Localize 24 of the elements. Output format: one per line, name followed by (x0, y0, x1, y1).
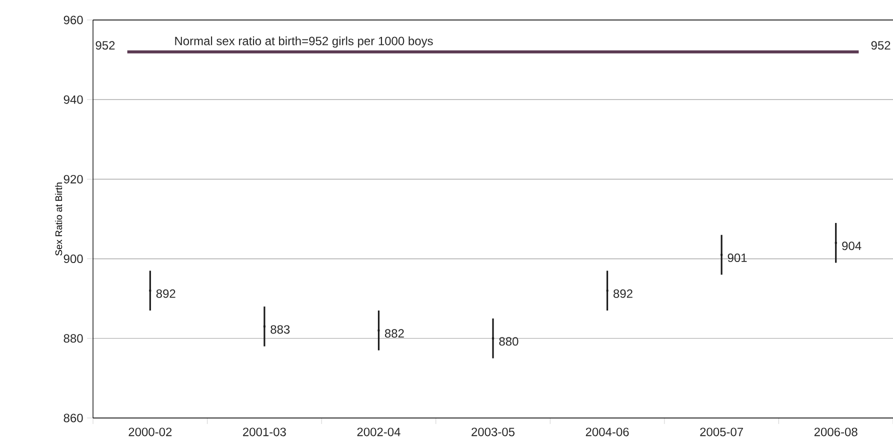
data-label: 883 (270, 325, 290, 334)
x-tick-label: 2000-02 (128, 428, 172, 436)
ref-line-label: Normal sex ratio at birth=952 girls per 1000 boys (175, 36, 433, 48)
y-tick-label: 860 (64, 414, 83, 422)
data-label: 904 (842, 242, 862, 250)
data-label: 882 (384, 329, 404, 338)
data-label: 880 (499, 337, 518, 346)
y-axis-title: Sex Ratio at Birth (55, 182, 62, 256)
data-label: 892 (156, 289, 176, 298)
x-tick-label: 2002-04 (357, 428, 400, 436)
y-tick-label: 960 (64, 16, 83, 24)
y-tick-label: 920 (64, 174, 83, 184)
annotation: 952 (871, 41, 890, 50)
x-tick-label: 2005-07 (700, 428, 743, 436)
x-tick-label: 2003-05 (472, 428, 515, 436)
data-label: 892 (614, 289, 632, 298)
x-tick-label: 2004-06 (586, 428, 629, 436)
annotation: 952 (96, 41, 115, 50)
y-tick-label: 880 (64, 334, 83, 343)
x-tick-label: 2006-08 (814, 428, 858, 436)
data-label: 901 (728, 254, 747, 262)
y-tick-label: 900 (64, 254, 83, 264)
x-tick-label: 2001-03 (243, 428, 286, 436)
y-tick-label: 940 (64, 95, 83, 104)
